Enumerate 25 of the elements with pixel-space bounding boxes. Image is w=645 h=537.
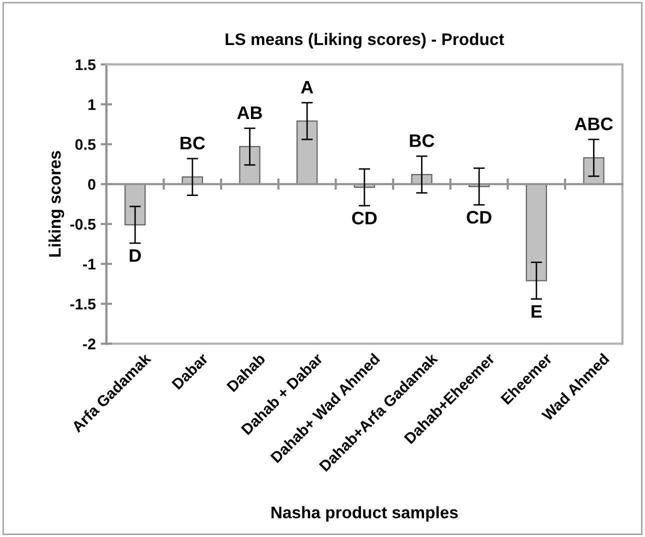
y-tick-label: 0	[88, 178, 96, 190]
chart-title: LS means (Liking scores) - Product	[226, 32, 504, 49]
y-tick-label: -0.5	[70, 218, 96, 230]
bar	[296, 120, 318, 185]
annotation: E	[532, 305, 542, 318]
annotation: BC	[410, 134, 434, 148]
bar	[124, 184, 146, 226]
annotation: CD	[352, 212, 377, 224]
y-tick-label: -1	[83, 258, 96, 270]
bar	[239, 146, 260, 185]
y-tick-label: -2	[83, 338, 96, 350]
annotation: A	[301, 81, 314, 94]
annotation: ABC	[574, 118, 613, 130]
y-axis-title: Liking scores	[48, 151, 64, 257]
y-tick-label: 0.5	[75, 139, 96, 150]
x-axis-title: Nasha product samples	[272, 506, 458, 522]
y-tick-label: 1.5	[76, 59, 96, 70]
annotation: AB	[237, 106, 262, 119]
y-tick-label: -1.5	[70, 298, 96, 310]
annotation: D	[130, 249, 141, 262]
annotation: CD	[466, 210, 492, 224]
annotation: BC	[180, 136, 205, 150]
y-tick-label: 1	[88, 99, 96, 110]
bar	[526, 184, 548, 282]
bar	[583, 157, 604, 185]
